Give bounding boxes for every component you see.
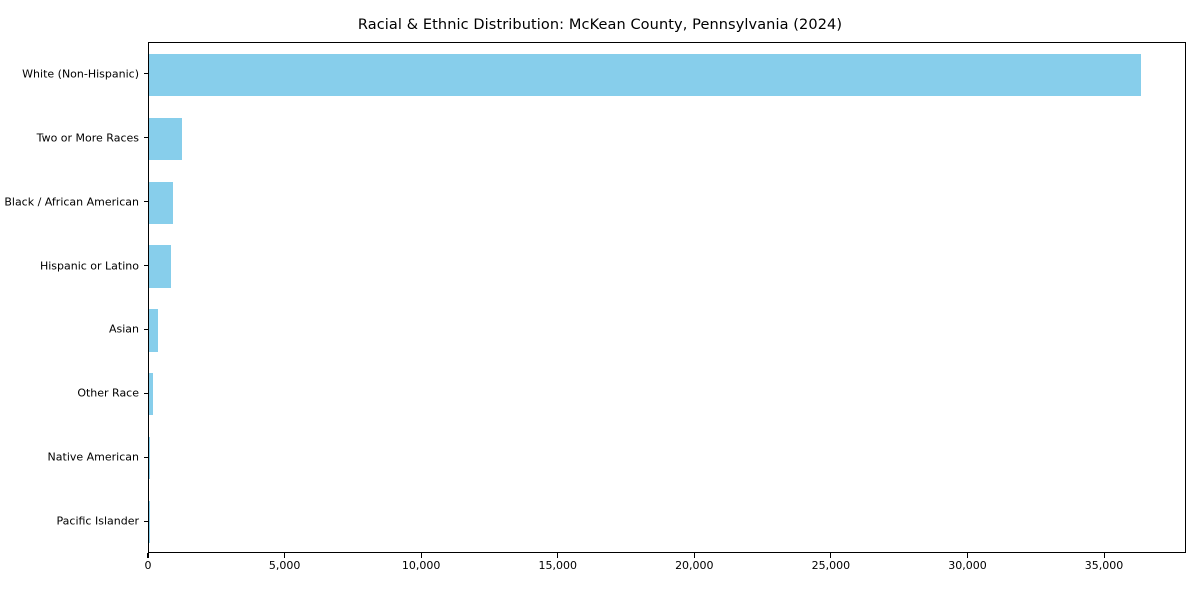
y-tick-label: Native American [47,450,139,464]
bar [149,53,1141,96]
x-tick-label: 20,000 [675,559,714,572]
bar [149,181,174,224]
y-tick-label: Pacific Islander [56,514,139,528]
y-tick-mark [143,137,148,139]
x-tick-label: 0 [144,559,152,572]
y-tick-mark [143,73,148,75]
x-tick-label: 15,000 [538,559,577,572]
bars-layer [149,43,1185,552]
x-tick-label: 5,000 [268,559,301,572]
x-tick-label: 30,000 [948,559,987,572]
x-tick-mark [420,553,422,558]
y-tick-mark [143,265,148,267]
y-tick-label: Black / African American [4,195,139,209]
y-tick-mark [143,328,148,330]
x-tick-mark [147,553,149,558]
x-tick-label: 35,000 [1084,559,1124,572]
x-tick-label: 10,000 [401,559,441,572]
x-tick-mark [830,553,832,558]
y-tick-mark [143,520,148,522]
x-tick-mark [693,553,695,558]
x-tick-mark [557,553,559,558]
y-tick-mark [143,392,148,394]
bar [149,245,172,288]
x-tick-mark [284,553,286,558]
bar [149,437,150,480]
y-tick-mark [143,456,148,458]
y-tick-label: Other Race [77,386,139,400]
bar [149,117,183,160]
y-tick-label: White (Non-Hispanic) [22,67,139,81]
x-tick-mark [966,553,969,558]
x-tick-mark [1103,553,1105,558]
y-tick-label: Asian [108,322,139,336]
x-tick-label: 25,000 [811,559,851,572]
chart-title: Racial & Ethnic Distribution: McKean Cou… [357,17,843,33]
y-tick-mark [143,201,148,203]
y-tick-label: Hispanic or Latino [39,259,139,273]
y-tick-label: Two or More Races [36,131,139,145]
bar [149,309,158,352]
bar [149,373,154,416]
plot-area [148,42,1186,553]
